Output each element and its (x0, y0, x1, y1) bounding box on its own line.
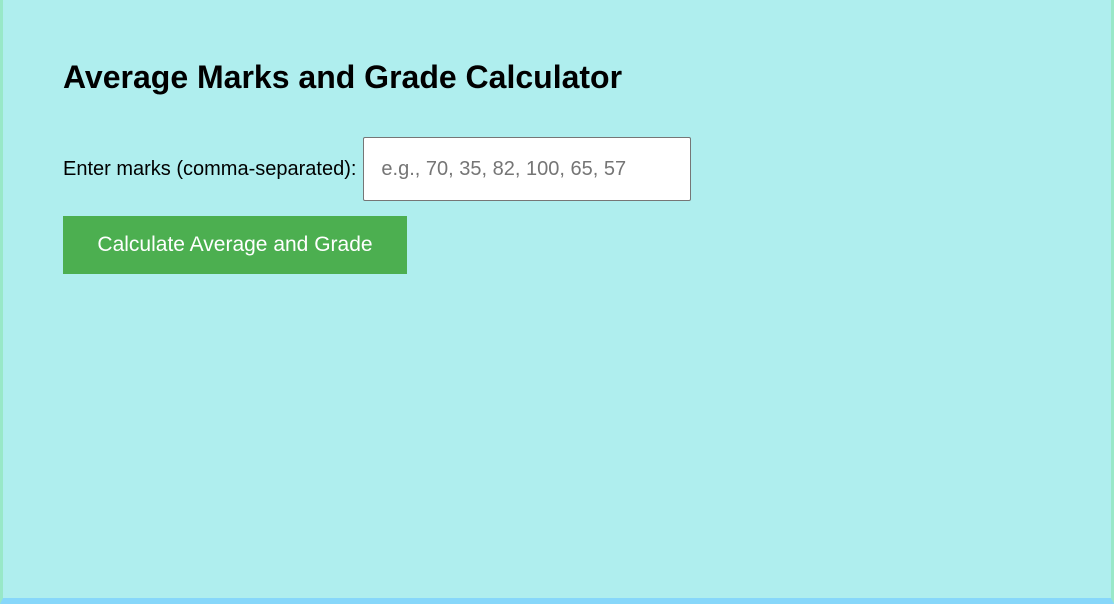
calculate-button[interactable]: Calculate Average and Grade (63, 216, 407, 274)
marks-input[interactable] (363, 137, 692, 201)
marks-row: Enter marks (comma-separated): (63, 137, 692, 201)
page-title: Average Marks and Grade Calculator (63, 59, 623, 95)
marks-label: Enter marks (comma-separated): (63, 157, 357, 180)
